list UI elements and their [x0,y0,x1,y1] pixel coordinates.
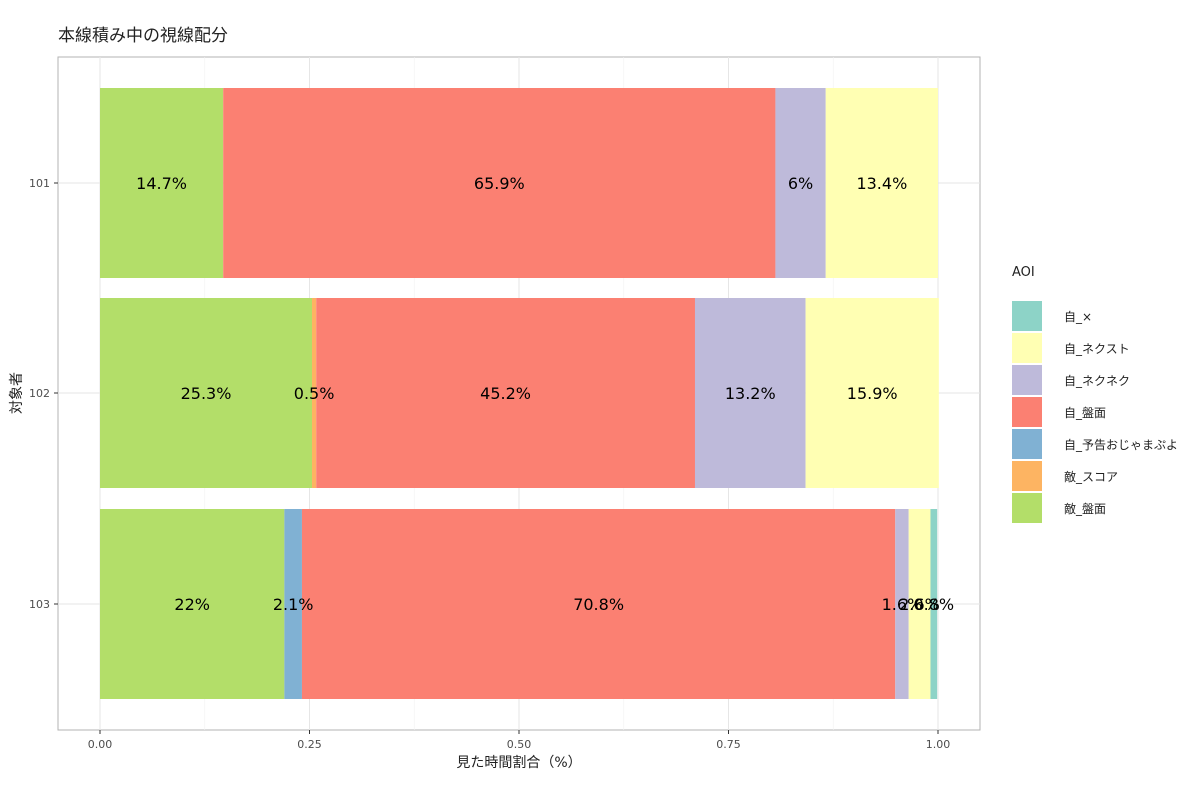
data-label-102-5: 15.9% [847,384,898,403]
y-tick-label: 101 [29,177,50,190]
data-label-101-5: 13.4% [856,174,907,193]
legend-label: 自_× [1064,310,1092,324]
bar-segment-103-4 [895,509,909,699]
legend-label: 自_ネクネク [1064,374,1130,388]
x-axis-title: 見た時間割合（%） [456,754,581,771]
bar-segment-103-6 [930,509,938,699]
data-label-103-5: 2.6% [899,595,940,614]
x-tick-label: 1.00 [926,738,951,751]
legend-swatch [1012,365,1042,395]
chart-title: 本線積み中の視線配分 [58,26,228,46]
data-label-103-2: 2.1% [273,595,314,614]
legend-label: 自_盤面 [1064,406,1106,420]
legend-label: 敵_盤面 [1064,501,1106,516]
legend-swatch [1012,461,1042,491]
data-label-101-4: 6% [788,174,813,193]
bar-segment-102-0 [100,298,313,488]
bar-segment-103-5 [908,509,931,699]
y-axis-title: 対象者 [9,372,25,414]
x-tick-label: 0.00 [88,738,113,751]
bar-segment-102-1 [312,298,317,488]
bar-segment-102-4 [694,298,806,488]
data-label-103-6: 0.8% [913,595,954,614]
data-label-101-0: 14.7% [136,174,187,193]
y-tick-label: 103 [29,598,50,611]
data-label-103-4: 1.6% [882,595,923,614]
bars [100,88,939,699]
bar-segment-101-3 [223,88,776,278]
legend-swatch [1012,397,1042,427]
data-label-102-1: 0.5% [294,384,335,403]
legend-swatch [1012,429,1042,459]
legend-title: AOI [1012,265,1035,280]
bar-segment-102-5 [805,298,939,488]
data-labels: 14.7% 65.9% 6% 13.4% 25.3% 0.5% 45.2% 13.2% 15.9… [136,174,954,614]
x-axis-ticks: 0.00 0.25 0.50 0.75 1.00 [88,730,951,751]
data-label-101-3: 65.9% [474,174,525,193]
legend-swatch [1012,493,1042,523]
y-axis-ticks: 101 102 103 [29,177,58,611]
x-tick-label: 0.75 [716,738,741,751]
data-label-103-3: 70.8% [573,595,624,614]
x-tick-label: 0.50 [507,738,532,751]
data-label-102-0: 25.3% [181,384,232,403]
bar-segment-101-4 [775,88,826,278]
y-tick-label: 102 [29,387,50,400]
bar-segment-103-3 [301,509,896,699]
data-label-103-0: 22% [174,595,210,614]
bar-segment-103-0 [100,509,285,699]
legend-swatch [1012,301,1042,331]
legend-label: 敵_スコア [1064,469,1118,484]
legend-swatch [1012,333,1042,363]
bar-segment-103-2 [284,509,302,699]
x-tick-label: 0.25 [297,738,322,751]
bar-segment-101-5 [825,88,938,278]
data-label-102-4: 13.2% [725,384,776,403]
data-label-102-3: 45.2% [480,384,531,403]
bar-segment-102-3 [316,298,695,488]
legend-label: 自_ネクスト [1064,342,1130,356]
legend-label: 自_予告おじゃまぷよ [1064,438,1178,452]
bar-segment-101-0 [100,88,224,278]
